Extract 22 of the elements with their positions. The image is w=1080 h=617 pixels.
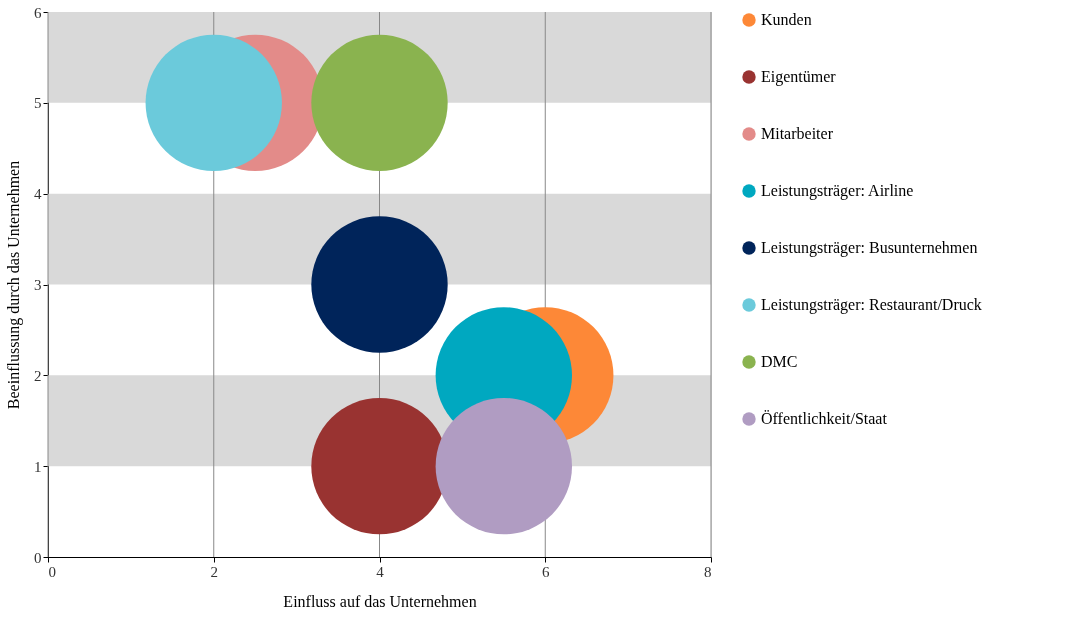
x-tick-label: 8	[704, 563, 712, 580]
y-tick-label: 1	[34, 458, 42, 475]
x-tick-label: 6	[542, 563, 550, 580]
legend-label: Leistungsträger: Restaurant/Druck	[761, 296, 982, 314]
x-tick-label: 2	[210, 563, 218, 580]
legend-label: DMC	[761, 353, 798, 370]
x-tick-label: 0	[48, 563, 56, 580]
legend-label: Leistungsträger: Busunternehmen	[761, 239, 978, 257]
y-axis-title: Beeinflussung durch das Unternehmen	[5, 160, 23, 410]
legend-label: Eigentümer	[761, 68, 837, 86]
y-tick-label: 5	[34, 95, 42, 112]
legend-label: Öffentlichkeit/Staat	[761, 410, 888, 427]
x-tick-label: 4	[376, 563, 385, 580]
y-tick-label: 4	[34, 186, 42, 203]
y-tick-label: 3	[34, 277, 42, 293]
legend-label: Kunden	[761, 11, 812, 28]
y-tick-label: 2	[34, 367, 42, 384]
y-tick-label: 6	[34, 4, 42, 21]
y-tick-label: 0	[34, 549, 42, 566]
legend-label: Leistungsträger: Airline	[761, 182, 914, 200]
x-axis-title: Einfluss auf das Unternehmen	[283, 592, 477, 610]
legend-label: Mitarbeiter	[761, 125, 834, 142]
